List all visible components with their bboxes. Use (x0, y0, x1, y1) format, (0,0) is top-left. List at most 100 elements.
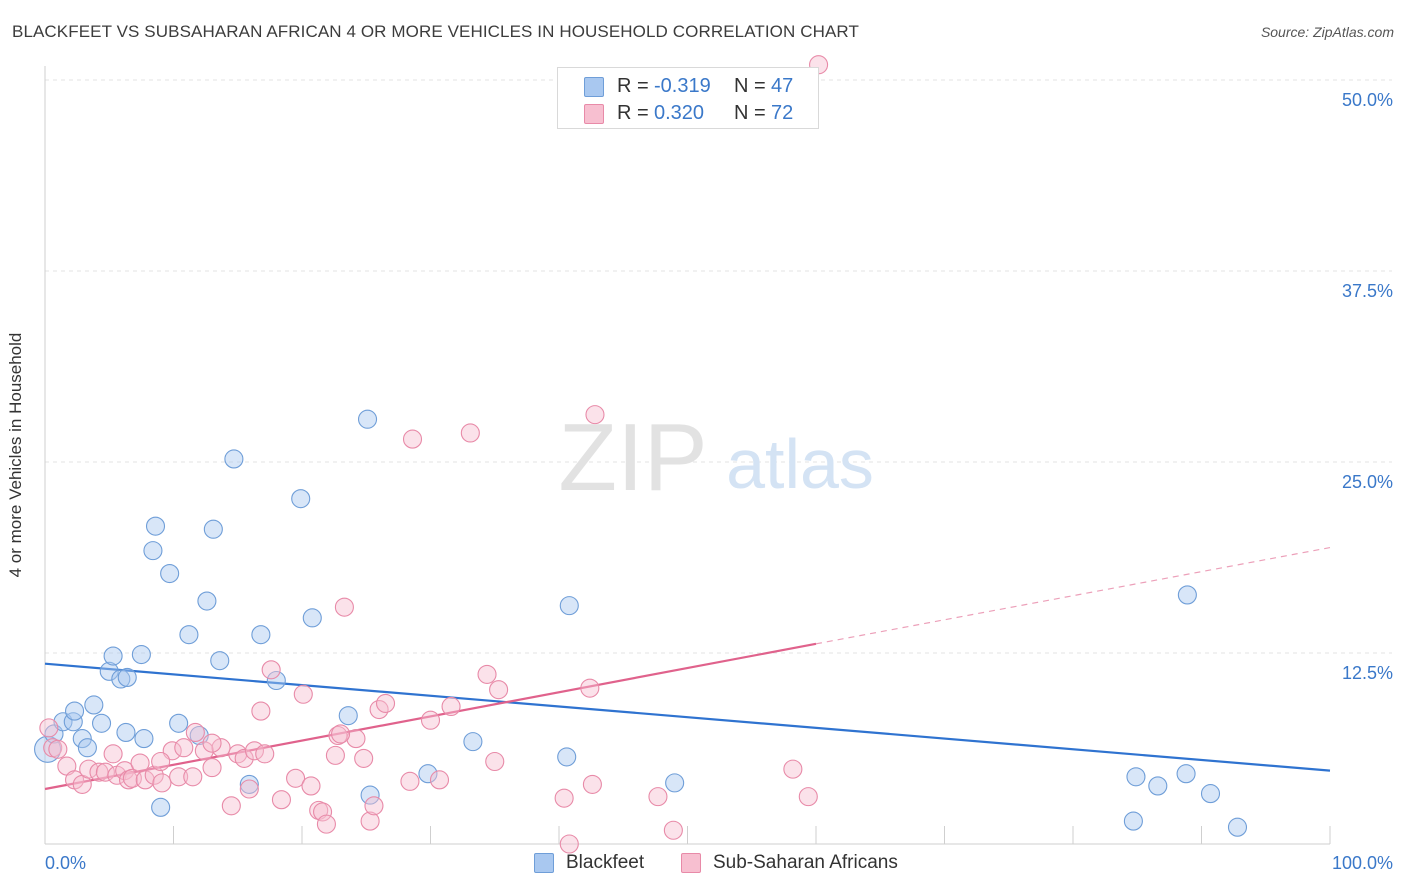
axes (44, 66, 1331, 845)
x-tick-label: 100.0% (1332, 853, 1393, 873)
blackfeet-point (665, 773, 685, 793)
subsaharan-point (251, 701, 271, 721)
subsaharan-point (130, 753, 150, 773)
blackfeet-point (360, 785, 380, 805)
blackfeet-point (91, 713, 112, 733)
x-tick-label: 0.0% (45, 853, 86, 873)
blackfeet-point (84, 695, 104, 715)
subsaharan-point (185, 722, 205, 743)
subsaharan-point (169, 767, 189, 787)
blackfeet-point (169, 713, 189, 733)
subsaharan-point (293, 684, 313, 704)
subsaharan-point (313, 802, 333, 822)
legend-label-blackfeet: Blackfeet (566, 852, 645, 873)
blackfeet-point (72, 729, 92, 749)
blackfeet-point (1123, 811, 1143, 831)
blackfeet-point (131, 644, 151, 665)
legend-swatch-blackfeet (534, 853, 554, 873)
chart-title: BLACKFEET VS SUBSAHARAN AFRICAN 4 OR MOR… (12, 22, 859, 41)
blackfeet-point (463, 732, 483, 752)
blackfeet-point (65, 701, 85, 721)
subsaharan-point (485, 751, 505, 772)
subsaharan-point (346, 729, 366, 749)
blackfeet-point (111, 669, 131, 689)
subsaharan-point (375, 693, 396, 713)
subsaharan-point (135, 770, 155, 790)
blackfeet-point (143, 541, 163, 561)
subsaharan-point (585, 405, 605, 425)
subsaharan-point (400, 771, 420, 791)
blackfeet-point (99, 661, 119, 681)
blackfeet-point (1176, 764, 1196, 784)
r-label: R = (617, 102, 649, 124)
subsaharan-point (582, 774, 602, 794)
subsaharan-point (211, 738, 231, 758)
subsaharan-point (286, 768, 306, 788)
blackfeet-point (1177, 585, 1197, 605)
subsaharan-point (354, 748, 374, 768)
subsaharan-point (441, 696, 461, 717)
subsaharan-point (559, 834, 579, 854)
subsaharan-point (316, 814, 336, 834)
r-label: R = (617, 75, 649, 97)
blackfeet-point (1200, 784, 1221, 804)
grid-lines (45, 79, 1392, 654)
data-points (34, 55, 1248, 854)
subsaharan-point (360, 811, 380, 831)
blackfeet-point (116, 722, 136, 743)
watermark-zip: ZIP (558, 404, 707, 511)
y-tick-label: 25.0% (1342, 472, 1393, 492)
subsaharan-point (798, 787, 818, 807)
subsaharan-point (183, 767, 203, 787)
tick-labels: 12.5% 25.0% 37.5% 50.0% 0.0% 100.0% (45, 90, 1393, 873)
subsaharan-point (460, 423, 480, 443)
subsaharan-point (554, 788, 574, 808)
blackfeet-point (559, 596, 579, 616)
r-value: -0.319 (654, 75, 711, 97)
blackfeet-point (1148, 776, 1168, 796)
subsaharan-point (580, 678, 600, 698)
subsaharan-point (174, 738, 194, 758)
correlation-legend: R = -0.319 N = 47 R = 0.320 N = 72 (557, 67, 819, 129)
watermark-atlas: atlas (726, 425, 874, 503)
n-value: 47 (771, 75, 794, 97)
series-legend: Blackfeet Sub-Saharan Africans (0, 851, 1406, 877)
legend-label-subsaharan: Sub-Saharan Africans (713, 852, 898, 873)
subsaharan-point (48, 739, 68, 759)
y-tick-label: 12.5% (1342, 663, 1393, 683)
blackfeet-point (239, 774, 259, 794)
subsaharan-point (334, 597, 354, 617)
subsaharan-point (364, 796, 384, 816)
subsaharan-point (420, 710, 441, 730)
subsaharan-point (194, 741, 214, 761)
blackfeet-point (291, 489, 311, 509)
blackfeet-point (357, 409, 378, 429)
subsaharan-point (783, 759, 803, 779)
blackfeet-point (266, 670, 286, 691)
blackfeet-point (179, 625, 199, 645)
blackfeet-point (151, 797, 171, 817)
subsaharan-point (152, 773, 172, 793)
legend-swatch-subsaharan (681, 853, 701, 873)
subsaharan-point (648, 787, 668, 807)
blackfeet-point (77, 738, 97, 758)
blackfeet-point (1126, 767, 1146, 787)
subsaharan-point (95, 762, 115, 782)
subsaharan-point (489, 680, 509, 700)
subsaharan-point (271, 790, 291, 810)
blackfeet-point (224, 449, 244, 469)
blackfeet-point (251, 625, 271, 645)
subsaharan-point (151, 751, 171, 772)
blackfeet-point (557, 747, 577, 767)
subsaharan-point (325, 745, 345, 765)
subsaharan-point (301, 776, 321, 796)
n-value: 72 (771, 102, 794, 124)
blackfeet-trend-line (44, 662, 1331, 772)
legend-swatch-blackfeet (584, 77, 604, 97)
subsaharan-point (103, 744, 123, 764)
chart-source: Source: ZipAtlas.com (1260, 24, 1394, 40)
subsaharan-point (477, 664, 497, 684)
n-label: N = (734, 75, 766, 97)
subsaharan-point (429, 770, 450, 790)
